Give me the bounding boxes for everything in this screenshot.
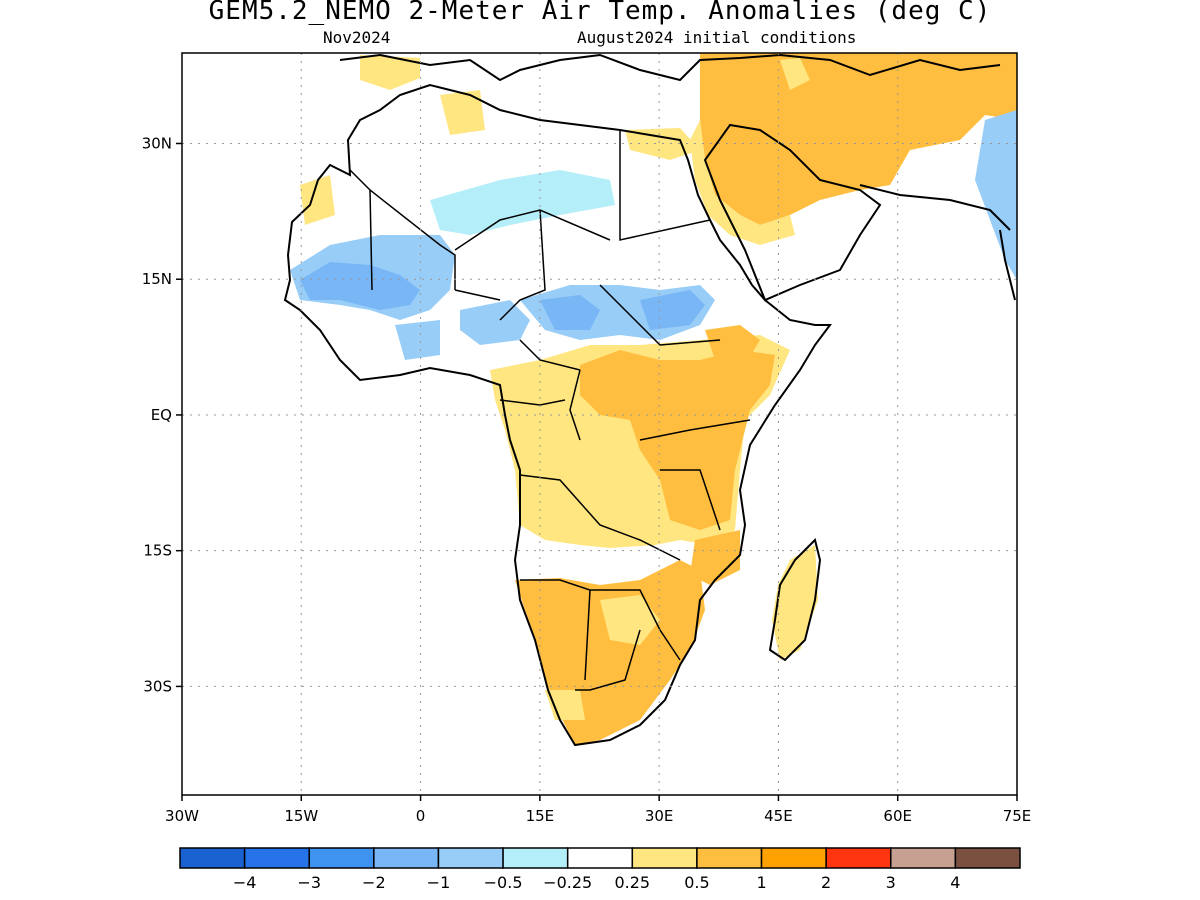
latitude-ticks: 30N 15N EQ 15S 30S [142, 134, 182, 695]
lon-tick-label: 15W [284, 807, 318, 825]
colorbar-label: −0.25 [543, 873, 592, 892]
colorbar-swatch [437, 847, 504, 869]
warm-anomaly-madagascar [772, 545, 818, 660]
colorbar-label: 0.25 [614, 873, 650, 892]
map-title: GEM5.2_NEMO 2-Meter Air Temp. Anomalies … [208, 0, 992, 26]
coastlines [283, 53, 1016, 747]
colorbar-label: −2 [362, 873, 386, 892]
lat-tick-label: EQ [151, 406, 172, 424]
lon-tick-label: 75E [1003, 807, 1032, 825]
colorbar-label: −4 [233, 873, 257, 892]
india-coast [999, 229, 1016, 301]
light-warm-middle-east-edge [690, 120, 795, 245]
colorbar-swatch [954, 847, 1021, 869]
colorbar-swatch [566, 847, 634, 869]
forecast-month: Nov2024 [323, 28, 391, 47]
north-coast-europe [339, 53, 1001, 82]
warm-anomaly-east-africa [580, 350, 775, 530]
warm-anomaly-mozambique [690, 530, 740, 585]
colorbar-label: 0.5 [684, 873, 709, 892]
lon-tick-label: 60E [883, 807, 912, 825]
colorbar-label: 4 [950, 873, 960, 892]
country-borders [349, 130, 751, 691]
colorbar-swatch [890, 847, 957, 869]
colorbar-swatch [179, 847, 246, 869]
cool-anomaly-chad-core [540, 290, 705, 330]
lat-tick-label: 15S [143, 542, 172, 560]
lat-tick-label: 15N [142, 270, 172, 288]
colorbar-swatch [631, 847, 698, 869]
colorbar-label: 3 [886, 873, 896, 892]
warm-anomaly-ethiopia [705, 325, 760, 365]
arabia-coastline [703, 123, 882, 302]
lon-tick-label: 15E [526, 807, 555, 825]
map-frame [181, 52, 1018, 796]
colorbar-swatch [696, 847, 763, 869]
iran-coast [859, 184, 1011, 231]
colorbar-label: −3 [297, 873, 321, 892]
colorbar-label: −1 [427, 873, 451, 892]
lon-tick-label: 30W [165, 807, 199, 825]
colorbar-label: 2 [821, 873, 831, 892]
light-warm-southern-interior [545, 595, 660, 720]
colorbar-swatch [825, 847, 892, 869]
cool-anomaly-west-sahel-core [300, 262, 420, 310]
lat-tick-label: 30S [143, 677, 172, 695]
lon-tick-label: 0 [416, 807, 426, 825]
lon-tick-label: 30E [645, 807, 674, 825]
colorbar-swatch [760, 847, 827, 869]
colorbar-label: 1 [756, 873, 766, 892]
colorbar-swatch [308, 847, 375, 869]
border-lines [349, 130, 751, 691]
colorbar-swatch [502, 847, 569, 869]
map-gridlines [182, 53, 1017, 795]
cool-anomaly-gulf-guinea [395, 300, 530, 360]
anomaly-shading [290, 53, 1017, 745]
warm-anomaly-southern-africa [515, 560, 705, 745]
cool-anomaly-sahara [430, 170, 615, 235]
lon-tick-label: 45E [764, 807, 793, 825]
africa-coastline [283, 83, 832, 747]
colorbar-swatch [243, 847, 310, 869]
longitude-ticks: 30W 15W 0 15E 30E 45E 60E 75E [165, 795, 1031, 825]
colorbar-swatch [373, 847, 440, 869]
colorbar: −4 −3 −2 −1 −0.5 −0.25 0.25 0.5 1 2 3 4 [179, 847, 1021, 892]
warm-anomaly-middle-east [700, 53, 1017, 225]
colorbar-label: −0.5 [484, 873, 523, 892]
madagascar-coastline [768, 538, 822, 662]
cool-anomaly-south-asia [975, 110, 1017, 280]
initial-conditions-label: August2024 initial conditions [577, 28, 857, 47]
lat-tick-label: 30N [142, 134, 172, 152]
